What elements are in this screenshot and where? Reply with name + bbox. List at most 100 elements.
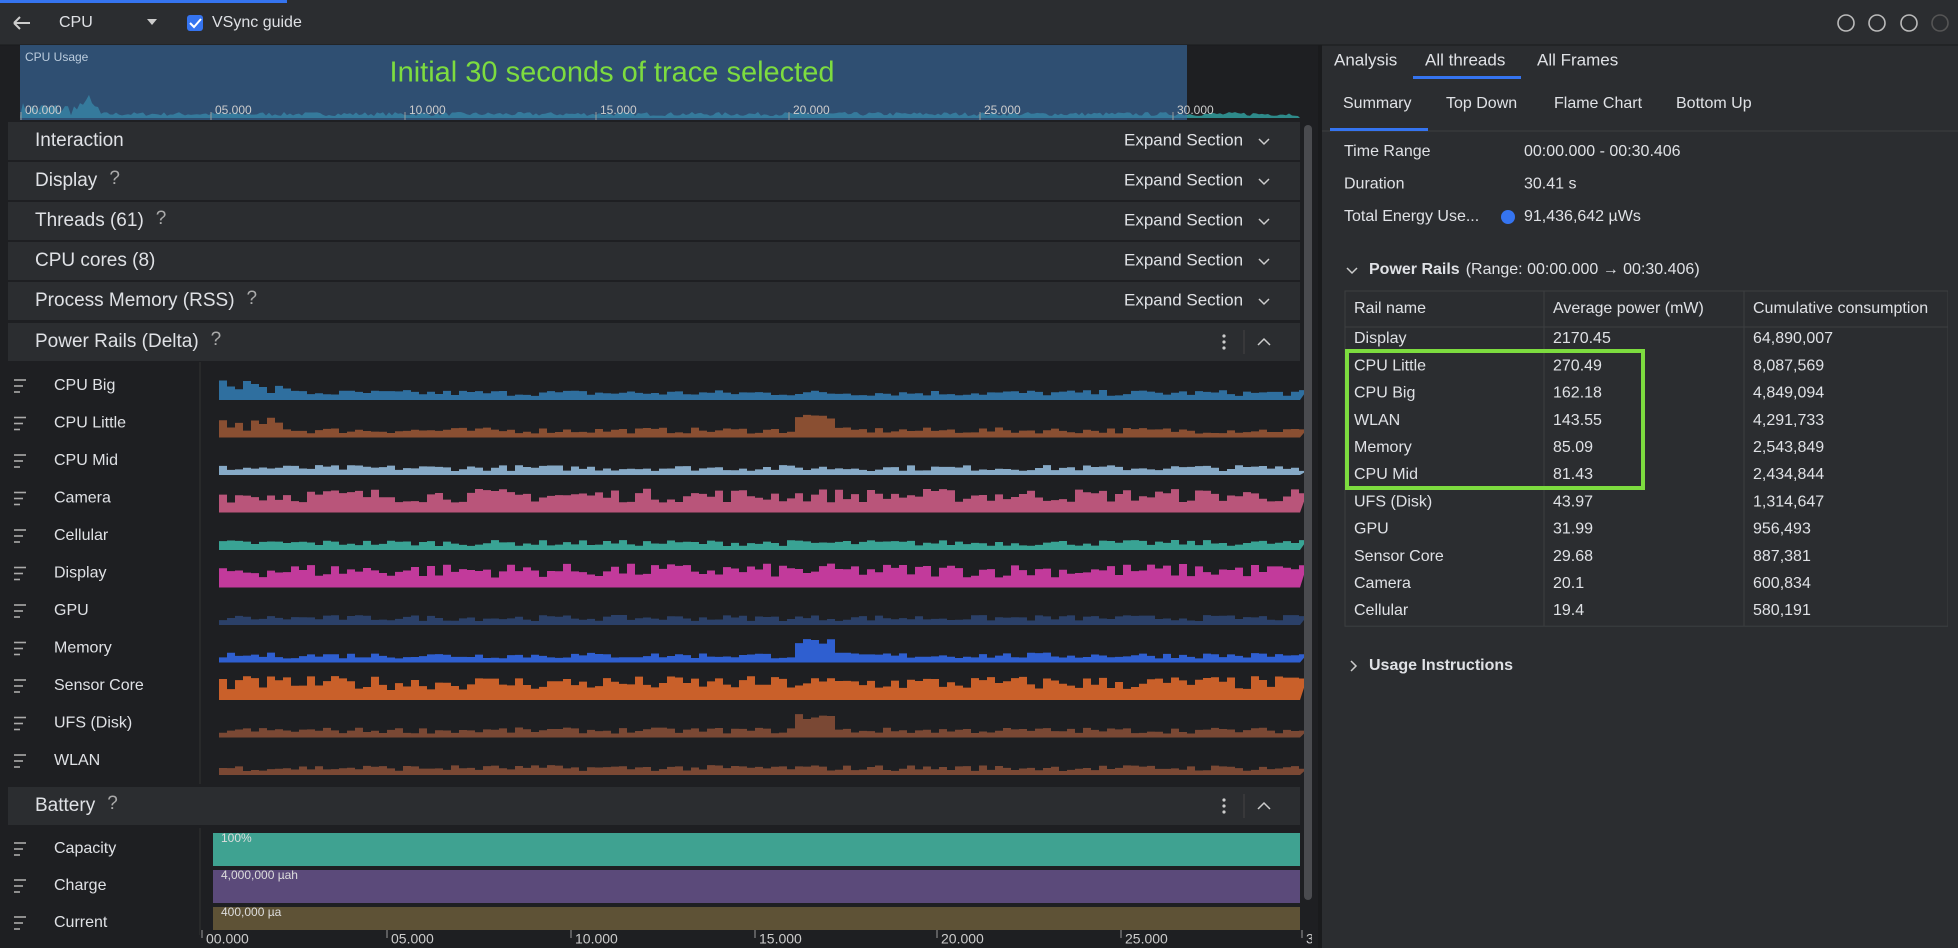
- dropdown-caret[interactable]: [147, 19, 157, 25]
- kebab-dot[interactable]: [1222, 804, 1226, 808]
- table-cell: Camera: [1354, 575, 1411, 592]
- cpu-usage-label: CPU Usage: [25, 50, 89, 64]
- cpu-tick-label: 15.000: [600, 103, 637, 117]
- time-axis-label: 05.000: [391, 931, 434, 947]
- table-cell: 4,849,094: [1753, 385, 1824, 402]
- table-cell: 2,434,844: [1753, 466, 1824, 483]
- info-icon: [1501, 210, 1515, 224]
- power-sparkline: [219, 714, 1307, 738]
- column-header: Rail name: [1354, 300, 1426, 317]
- column-header: Average power (mW): [1553, 300, 1704, 317]
- expand-section[interactable]: Expand Section: [1124, 250, 1243, 269]
- cpu-tick-label: 25.000: [984, 103, 1021, 117]
- time-axis-label: 25.000: [1125, 931, 1168, 947]
- right-pane: [1322, 45, 1958, 948]
- check-mark: [189, 18, 202, 29]
- analysis-tab[interactable]: All threads: [1425, 50, 1505, 69]
- power-sparkline: [219, 488, 1307, 513]
- column-header: Cumulative consumption: [1753, 300, 1928, 317]
- table-cell: Memory: [1354, 439, 1412, 456]
- section-title: Threads (61): [35, 210, 144, 231]
- section-title: Process Memory (RSS): [35, 290, 235, 311]
- chevron: [1258, 298, 1270, 306]
- chevron: [1258, 138, 1270, 146]
- track-label: Charge: [54, 877, 107, 894]
- table-cell: 19.4: [1553, 602, 1584, 619]
- track-label: Current: [54, 914, 108, 931]
- toolbar-button[interactable]: [1837, 14, 1855, 32]
- expand-section[interactable]: Expand Section: [1124, 290, 1243, 309]
- help-icon: ?: [247, 288, 258, 309]
- toolbar-button[interactable]: [1868, 14, 1886, 32]
- table-cell: Sensor Core: [1354, 548, 1444, 565]
- summary-label: Time Range: [1344, 143, 1431, 160]
- kebab-dot[interactable]: [1222, 346, 1226, 350]
- summary-tab[interactable]: Flame Chart: [1554, 95, 1643, 112]
- table-cell: 8,087,569: [1753, 357, 1824, 374]
- expand-chevron[interactable]: [1350, 660, 1358, 672]
- progress-line: [0, 0, 287, 3]
- power-sparkline: [219, 380, 1307, 400]
- table-cell: 2170.45: [1553, 330, 1611, 347]
- table-cell: 64,890,007: [1753, 330, 1833, 347]
- vsync-label: VSync guide: [212, 14, 302, 31]
- table-cell: Display: [1354, 330, 1406, 347]
- highlight-box: [1345, 349, 1645, 490]
- table-cell: 85.09: [1553, 439, 1593, 456]
- collapse-caret[interactable]: [1257, 337, 1271, 346]
- summary-tab[interactable]: Bottom Up: [1676, 95, 1752, 112]
- power-sparkline: [219, 765, 1307, 775]
- track-label: Sensor Core: [54, 677, 144, 694]
- label-column: [0, 362, 200, 784]
- cpu-tick-label: 00.000: [25, 103, 62, 117]
- pane-divider: [1318, 45, 1322, 948]
- summary-tab[interactable]: Top Down: [1446, 95, 1517, 112]
- expand-section[interactable]: Expand Section: [1124, 170, 1243, 189]
- selection-range[interactable]: [20, 45, 1187, 120]
- kebab-dot[interactable]: [1222, 810, 1226, 814]
- collapse-caret[interactable]: [1257, 801, 1271, 810]
- table-cell: CPU Mid: [1354, 466, 1418, 483]
- analysis-tab[interactable]: Analysis: [1334, 50, 1397, 69]
- table-cell: 29.68: [1553, 548, 1593, 565]
- table-cell: 81.43: [1553, 466, 1593, 483]
- chevron: [1258, 218, 1270, 226]
- expand-section[interactable]: Expand Section: [1124, 130, 1243, 149]
- analysis-tab[interactable]: All Frames: [1537, 50, 1618, 69]
- track-label: CPU Big: [54, 377, 115, 394]
- summary-label: Total Energy Use...: [1344, 208, 1479, 225]
- section-row: [8, 202, 1300, 240]
- usage-instructions[interactable]: Usage Instructions: [1369, 657, 1513, 674]
- expand-chevron[interactable]: [1346, 267, 1358, 275]
- table-cell: CPU Little: [1354, 357, 1426, 374]
- toolbar-button[interactable]: [1931, 14, 1949, 32]
- section-title: Interaction: [35, 130, 124, 151]
- battery-bar: [213, 833, 1300, 866]
- table-cell: 31.99: [1553, 521, 1593, 538]
- table-cell: 887,381: [1753, 548, 1811, 565]
- battery-scale: 4,000,000 µah: [221, 868, 298, 882]
- track-label: Cellular: [54, 527, 109, 544]
- section-row: [8, 282, 1300, 320]
- vsync-checkbox[interactable]: [187, 15, 203, 31]
- table-cell: 1,314,647: [1753, 493, 1824, 510]
- toolbar-button[interactable]: [1900, 14, 1918, 32]
- time-axis-label: 15.000: [759, 931, 802, 947]
- kebab-dot[interactable]: [1222, 334, 1226, 338]
- table-cell: 143.55: [1553, 412, 1602, 429]
- summary-tab[interactable]: Summary: [1343, 95, 1411, 112]
- battery-bar: [213, 907, 1300, 931]
- track-label: Capacity: [54, 840, 116, 857]
- device-select[interactable]: CPU: [59, 14, 93, 31]
- kebab-dot[interactable]: [1222, 798, 1226, 802]
- track-label: Display: [54, 565, 106, 582]
- battery-bar: [213, 870, 1300, 903]
- track-label: Camera: [54, 490, 111, 507]
- scrollbar[interactable]: [1304, 125, 1312, 900]
- kebab-dot[interactable]: [1222, 340, 1226, 344]
- battery-title: Battery: [35, 795, 96, 816]
- expand-section[interactable]: Expand Section: [1124, 210, 1243, 229]
- toolbar: [0, 0, 1958, 45]
- back-arrow[interactable]: [13, 16, 30, 30]
